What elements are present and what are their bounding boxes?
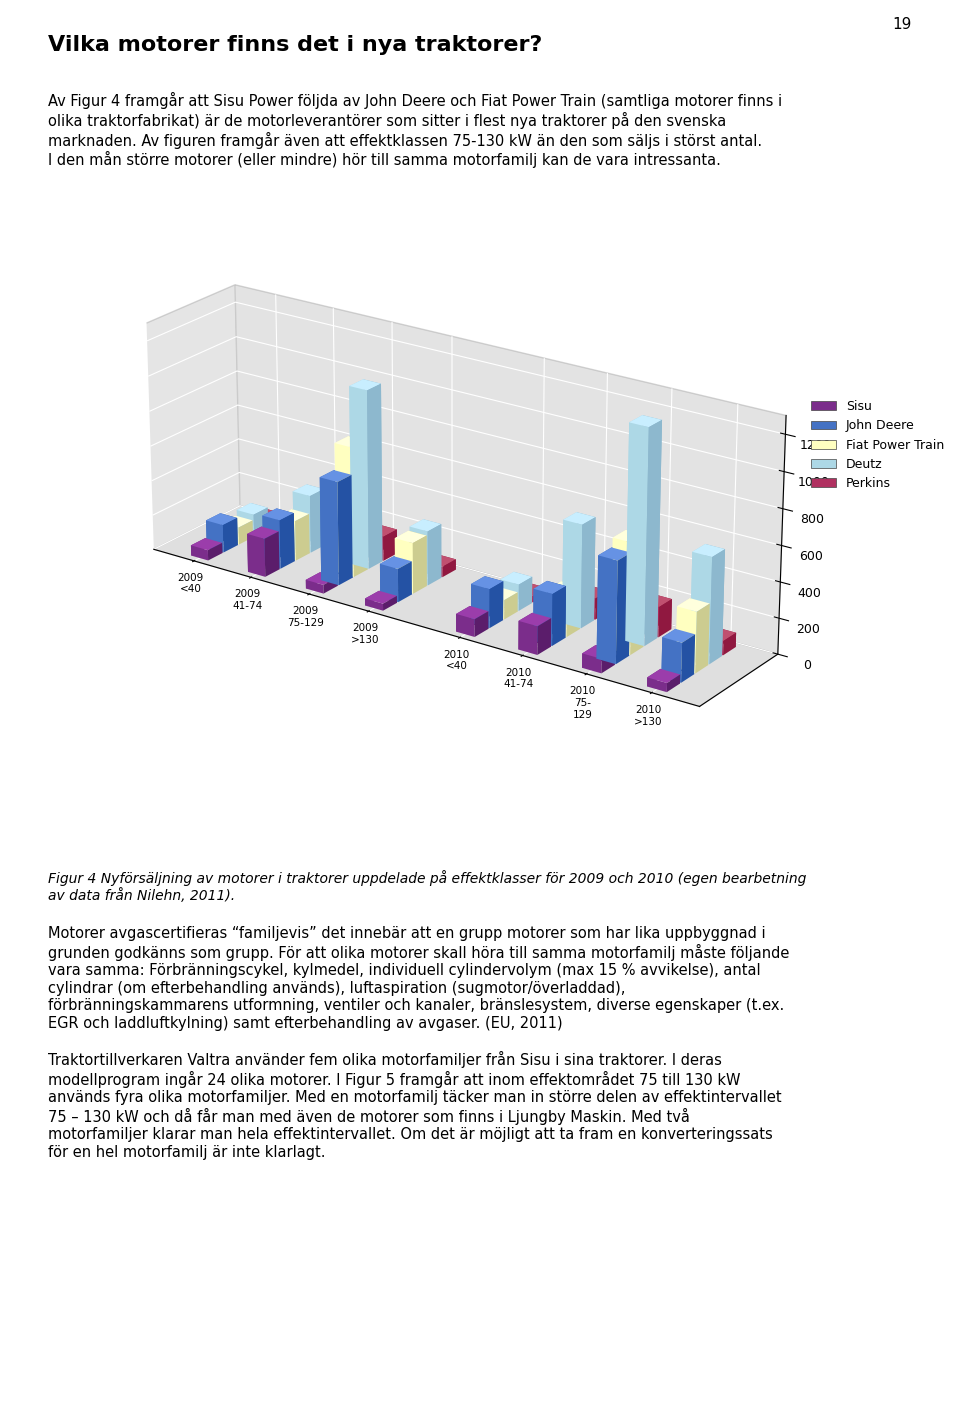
Text: Vilka motorer finns det i nya traktorer?: Vilka motorer finns det i nya traktorer? [48, 35, 542, 55]
Legend: Sisu, John Deere, Fiat Power Train, Deutz, Perkins: Sisu, John Deere, Fiat Power Train, Deut… [806, 395, 949, 495]
Text: Figur 4 Nyförsäljning av motorer i traktorer uppdelade på effektklasser för 2009: Figur 4 Nyförsäljning av motorer i trakt… [48, 870, 806, 904]
Text: Av Figur 4 framgår att Sisu Power följda av John Deere och Fiat Power Train (sam: Av Figur 4 framgår att Sisu Power följda… [48, 92, 782, 168]
Text: Motorer avgascertifieras “familjevis” det innebär att en grupp motorer som har l: Motorer avgascertifieras “familjevis” de… [48, 926, 789, 1159]
Text: 19: 19 [893, 17, 912, 33]
